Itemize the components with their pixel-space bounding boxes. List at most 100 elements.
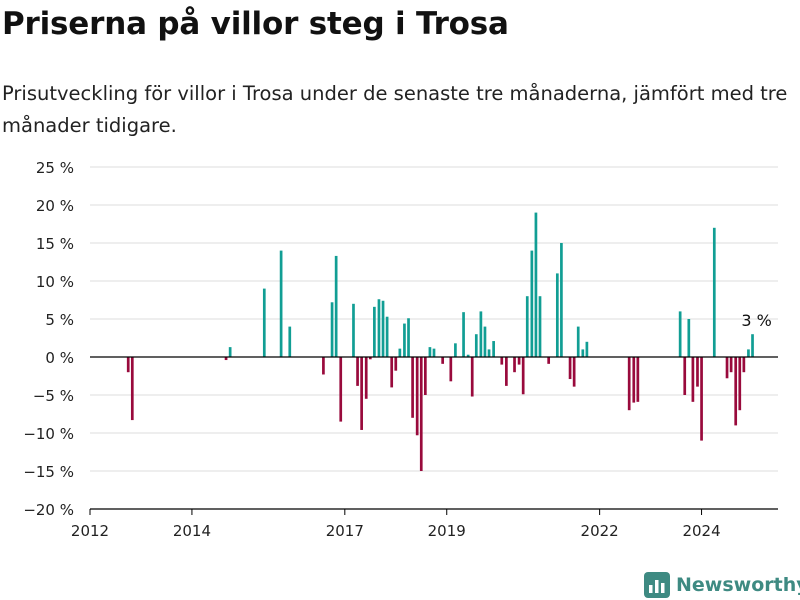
y-tick-label: 0 % [45,349,74,367]
bar [560,243,563,357]
bar [734,357,738,426]
bar [538,296,542,357]
bar [683,357,687,395]
bar [547,357,551,364]
bar [449,357,453,382]
latest-value-label: 3 % [741,311,771,330]
x-tick-label: 2019 [428,522,466,540]
bar [394,357,398,371]
newsworthy-logo-icon [644,572,670,598]
bar [390,357,394,388]
bar [407,318,410,357]
bar [687,319,691,357]
bar [747,349,750,357]
bar [364,357,368,399]
bar [428,347,432,357]
bar [500,357,504,365]
bar [700,357,703,441]
bar [415,357,419,436]
y-tick-label: 20 % [36,197,74,215]
bar [729,357,733,373]
bar [224,357,228,361]
bar [356,357,359,386]
bar [738,357,742,411]
y-axis-tick-labels: 25 % 20 % 15 % 10 % 5 % 0 % −5 % −10 % −15 % −20 … [23,159,74,519]
bar [474,334,478,357]
y-tick-label: 5 % [45,311,74,329]
bar [352,303,355,357]
bar [568,357,572,380]
bar [751,334,754,357]
bar [534,212,538,357]
y-tick-label: −5 % [33,387,74,405]
bar [696,357,699,387]
y-tick-label: 25 % [36,159,74,177]
bar [492,341,495,357]
bar [419,357,423,471]
brand-name: Newsworthy [676,574,800,596]
bar [742,357,746,373]
bar [712,227,716,357]
y-tick-label: −20 % [23,501,74,519]
bar [517,357,521,365]
bar [322,357,325,375]
bar [632,357,636,403]
bar [466,354,470,357]
bar [462,312,465,357]
x-tick-label: 2014 [173,522,211,540]
bar [377,299,381,357]
bar [487,349,491,357]
bar [470,357,474,397]
bar [441,357,445,364]
bar [725,357,729,379]
bar [483,326,487,357]
bar [381,300,385,357]
newsworthy-brand: Newsworthy [644,570,800,600]
bar [627,357,631,411]
bar [454,343,457,357]
bar [130,357,134,421]
bar [432,348,436,357]
bar [403,323,406,357]
bar [228,347,232,357]
bar [126,357,130,373]
bar-series [126,212,754,471]
bar [334,255,338,357]
bar [530,250,534,357]
y-tick-label: −15 % [23,463,74,481]
y-tick-label: 10 % [36,273,74,291]
bar [385,316,389,357]
x-tick-label: 2012 [71,522,109,540]
bar [288,326,292,357]
y-tick-label: 15 % [36,235,74,253]
bar [585,341,589,357]
annotations: 3 % [741,311,771,330]
bar [398,348,402,357]
bar [360,357,363,430]
bar [581,349,585,357]
bar [555,273,559,357]
x-tick-label: 2022 [581,522,619,540]
bar [423,357,427,395]
bar [576,326,580,357]
y-tick-label: −10 % [23,425,74,443]
bar [636,357,640,402]
bar [513,357,516,373]
bar [678,311,682,357]
x-axis-tick-labels: 2012 2014 2017 2019 2022 2024 [71,522,721,540]
x-tick-label: 2017 [326,522,364,540]
x-tick-label: 2024 [682,522,720,540]
bar [368,357,372,360]
bar [339,357,343,422]
bar [572,357,576,387]
grid-lines [90,166,778,510]
bar [521,357,525,395]
bar [525,296,529,357]
bar [411,357,414,418]
chart-title: Priserna på villor steg i Trosa [2,6,509,42]
bar [262,288,266,357]
bar [330,302,334,357]
chart-subtitle: Prisutveckling för villor i Trosa under … [2,82,788,137]
bar [373,306,376,357]
